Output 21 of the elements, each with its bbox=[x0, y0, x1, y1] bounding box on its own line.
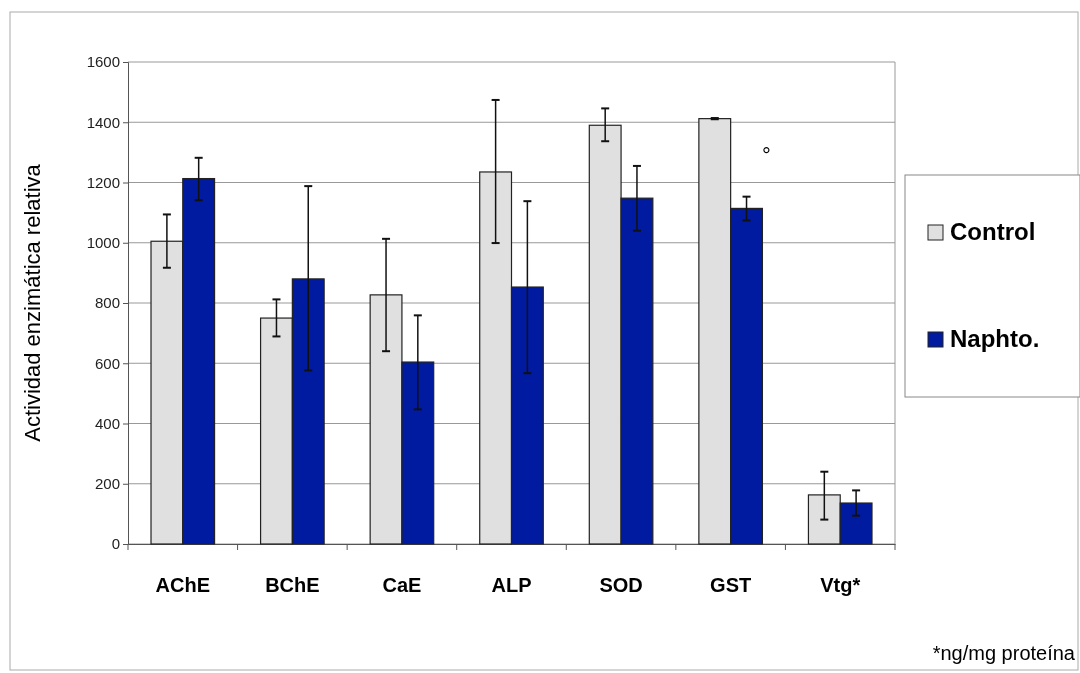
y-tick-label: 600 bbox=[94, 354, 120, 372]
x-tick-label: Vtg* bbox=[820, 574, 861, 597]
y-tick-label: 400 bbox=[94, 414, 120, 432]
text: *ng/mg proteína bbox=[932, 642, 1076, 664]
y-tick-label: 800 bbox=[94, 294, 120, 312]
legend-label: Naphto. bbox=[950, 325, 1040, 352]
y-tick-label: 1000 bbox=[86, 234, 120, 252]
y-tick-label: 1200 bbox=[86, 173, 120, 191]
y-axis-title: Actividad enzimática relativa bbox=[20, 163, 45, 442]
y-tick-label: 1600 bbox=[86, 53, 120, 71]
x-tick-label: CaE bbox=[382, 574, 422, 597]
x-tick-label: ALP bbox=[491, 574, 532, 597]
annotation: ° bbox=[762, 142, 771, 168]
y-tick-label: 1400 bbox=[86, 113, 120, 131]
y-tick-label: 0 bbox=[111, 535, 120, 553]
x-tick-label: GST bbox=[710, 574, 752, 597]
y-tick-label: 200 bbox=[94, 475, 120, 493]
x-tick-label: SOD bbox=[599, 574, 643, 597]
x-tick-label: AChE bbox=[155, 574, 211, 597]
legend-label: Control bbox=[950, 218, 1036, 245]
x-tick-label: BChE bbox=[265, 574, 320, 597]
